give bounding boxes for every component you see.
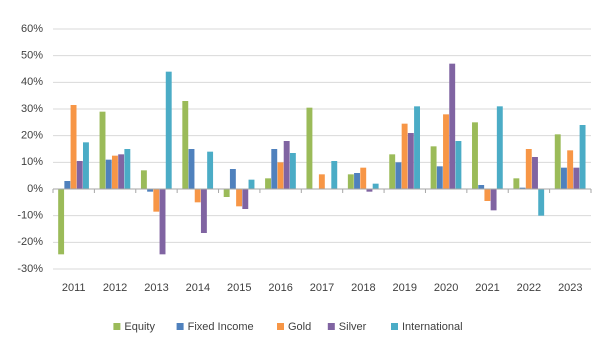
x-tick-label: 2023: [558, 282, 582, 294]
bar: [76, 161, 83, 189]
bar: [99, 111, 106, 189]
bar: [124, 149, 131, 189]
bar: [347, 174, 354, 189]
bar: [372, 183, 379, 189]
x-tick-label: 2020: [434, 282, 458, 294]
bar: [105, 159, 112, 189]
y-tick-label: 10%: [21, 156, 43, 168]
x-tick-label: 2011: [62, 282, 86, 294]
bar: [560, 167, 567, 189]
bar: [525, 149, 532, 189]
bar: [248, 179, 255, 189]
bar: [407, 133, 414, 189]
bar: [389, 154, 396, 189]
bar: [519, 187, 526, 189]
bar: [331, 161, 338, 189]
x-tick-label: 2014: [186, 282, 210, 294]
bar: [194, 189, 201, 203]
legend-swatch: [391, 323, 398, 330]
x-tick-label: 2016: [268, 282, 292, 294]
bar: [573, 167, 580, 189]
legend-label: Equity: [124, 321, 155, 333]
bar: [118, 154, 125, 189]
bar: [265, 178, 272, 189]
bar: [414, 106, 420, 189]
bar: [165, 71, 172, 189]
x-tick-label: 2017: [310, 282, 334, 294]
bar: [449, 63, 456, 189]
bar: [236, 189, 243, 207]
bar: [354, 173, 360, 189]
bar: [111, 155, 118, 189]
y-tick-label: 0%: [27, 183, 43, 195]
bar: [554, 134, 561, 189]
bar: [70, 105, 77, 189]
legend-label: Gold: [288, 321, 311, 333]
bar: [207, 151, 214, 189]
bar: [478, 185, 485, 189]
bar: [484, 189, 491, 201]
bar: [455, 141, 462, 189]
y-tick-label: 30%: [21, 103, 43, 115]
legend-label: Silver: [339, 321, 367, 333]
y-tick-label: -20%: [17, 236, 43, 248]
bar: [58, 189, 65, 255]
bar: [289, 153, 296, 189]
bar: [277, 162, 284, 189]
x-tick-label: 2015: [227, 282, 251, 294]
bar: [472, 122, 478, 189]
bar: [64, 181, 71, 189]
bar: [538, 189, 545, 216]
bar: [395, 162, 402, 189]
y-tick-label: 20%: [21, 130, 43, 142]
legend-label: International: [402, 321, 463, 333]
bar: [242, 189, 249, 209]
legend-swatch: [327, 323, 335, 330]
bar: [401, 123, 408, 189]
bar: [153, 189, 160, 212]
x-tick-label: 2021: [475, 282, 499, 294]
bar: [147, 189, 154, 192]
x-tick-label: 2012: [103, 282, 127, 294]
bar: [318, 174, 325, 189]
bar: [436, 166, 443, 189]
bar: [490, 189, 497, 211]
legend-swatch: [277, 323, 284, 330]
bar: [366, 189, 373, 192]
y-tick-label: -10%: [17, 210, 43, 222]
legend-swatch: [113, 323, 121, 330]
bar: [159, 189, 166, 255]
bar: [306, 107, 313, 189]
bar: [567, 150, 574, 189]
bar: [443, 114, 449, 189]
legend-swatch: [176, 323, 184, 330]
x-tick-label: 2019: [393, 282, 417, 294]
y-tick-label: -30%: [17, 263, 43, 275]
bar: [182, 101, 189, 189]
x-tick-label: 2018: [351, 282, 375, 294]
bar: [229, 169, 236, 189]
y-tick-label: 40%: [21, 76, 43, 88]
bar: [579, 125, 586, 189]
bar: [283, 141, 290, 189]
y-tick-label: 60%: [21, 23, 43, 35]
bar: [223, 189, 230, 197]
bar: [513, 178, 520, 189]
bar: [140, 170, 147, 189]
bar: [200, 189, 207, 233]
bar: [360, 167, 367, 189]
x-tick-label: 2022: [517, 282, 541, 294]
bar: [496, 106, 503, 189]
y-tick-label: 50%: [21, 50, 43, 62]
bar: [188, 149, 195, 189]
x-tick-label: 2013: [144, 282, 168, 294]
bar: [532, 157, 538, 189]
bar: [271, 149, 278, 189]
legend-label: Fixed Income: [188, 321, 254, 333]
bar: [430, 146, 437, 189]
bar: [83, 142, 89, 189]
